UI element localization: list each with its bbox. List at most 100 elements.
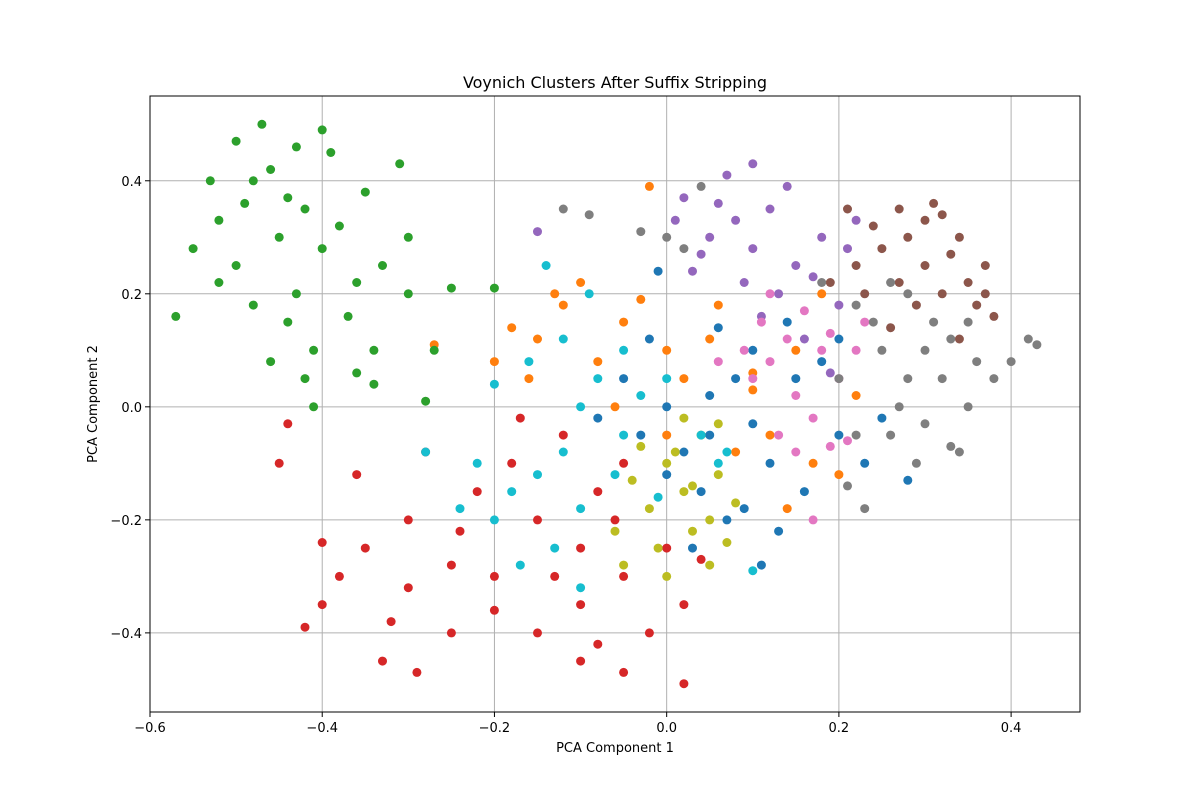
scatter-point-series-8	[679, 487, 689, 497]
scatter-point-series-4	[748, 244, 758, 254]
scatter-point-series-0	[748, 345, 758, 355]
scatter-point-series-5	[877, 244, 887, 254]
scatter-point-series-5	[911, 300, 921, 310]
scatter-point-series-5	[963, 278, 973, 287]
scatter-point-series-8	[670, 447, 680, 457]
chart-title: Voynich Clusters After Suffix Stripping	[463, 73, 767, 92]
scatter-point-series-0	[834, 430, 844, 440]
scatter-point-series-9	[696, 430, 706, 440]
scatter-point-series-0	[593, 413, 603, 423]
scatter-point-series-4	[774, 289, 784, 299]
scatter-point-series-4	[843, 244, 852, 254]
y-tick-label: −0.4	[110, 627, 142, 642]
scatter-point-series-2	[248, 300, 258, 310]
scatter-point-series-9	[662, 374, 672, 384]
scatter-point-series-6	[791, 447, 801, 457]
scatter-point-series-4	[696, 249, 706, 259]
scatter-point-series-5	[954, 334, 964, 344]
scatter-point-series-9	[584, 289, 594, 299]
scatter-point-series-5	[903, 232, 913, 242]
scatter-point-series-6	[756, 317, 766, 327]
scatter-point-series-4	[834, 300, 844, 310]
scatter-point-series-2	[317, 244, 327, 254]
scatter-point-series-3	[619, 667, 629, 677]
scatter-point-series-3	[619, 458, 629, 468]
scatter-point-series-7	[851, 300, 861, 310]
scatter-point-series-6	[851, 345, 861, 355]
scatter-point-series-2	[317, 125, 327, 135]
scatter-point-series-3	[593, 487, 603, 497]
scatter-point-series-1	[782, 504, 792, 514]
scatter-point-series-3	[558, 430, 568, 440]
scatter-point-series-8	[688, 526, 697, 536]
scatter-point-series-5	[954, 232, 964, 242]
scatter-point-series-5	[860, 289, 870, 299]
scatter-point-series-9	[653, 492, 663, 502]
scatter-point-series-3	[378, 656, 387, 666]
scatter-point-series-5	[886, 323, 896, 333]
scatter-point-series-0	[636, 430, 646, 440]
scatter-point-series-7	[946, 441, 956, 451]
scatter-point-series-0	[748, 419, 758, 429]
y-tick-label: 0.4	[121, 175, 142, 190]
x-tick-label: 0.0	[656, 721, 677, 736]
scatter-point-series-9	[722, 447, 732, 457]
scatter-point-series-0	[688, 543, 697, 553]
x-tick-label: −0.6	[134, 721, 166, 736]
scatter-point-series-2	[300, 374, 310, 384]
x-tick-label: −0.4	[306, 721, 338, 736]
scatter-point-series-7	[972, 357, 982, 367]
scatter-point-series-2	[334, 221, 344, 231]
scatter-point-series-9	[619, 345, 629, 355]
scatter-point-series-3	[576, 656, 586, 666]
scatter-point-series-8	[705, 560, 715, 570]
scatter-point-series-8	[688, 481, 697, 491]
scatter-point-series-9	[489, 515, 499, 525]
y-axis-label: PCA Component 2	[86, 345, 101, 463]
scatter-point-series-2	[171, 311, 181, 321]
scatter-point-series-9	[593, 374, 603, 384]
scatter-point-series-6	[825, 441, 835, 451]
scatter-point-series-3	[533, 515, 542, 525]
scatter-point-series-3	[283, 419, 293, 429]
scatter-point-series-6	[817, 345, 827, 355]
scatter-point-series-1	[662, 430, 672, 440]
scatter-point-series-7	[636, 227, 646, 237]
scatter-point-series-2	[378, 261, 387, 270]
scatter-point-series-9	[576, 402, 586, 412]
scatter-point-series-3	[696, 554, 706, 564]
scatter-point-series-1	[765, 430, 775, 440]
scatter-point-series-4	[688, 266, 697, 276]
scatter-point-series-0	[756, 560, 766, 570]
scatter-point-series-2	[446, 283, 456, 293]
scatter-point-series-3	[593, 639, 603, 649]
scatter-point-series-3	[507, 458, 517, 468]
scatter-point-series-7	[920, 419, 930, 429]
scatter-point-series-2	[309, 345, 319, 355]
scatter-point-series-5	[920, 261, 930, 270]
scatter-point-series-3	[334, 571, 344, 581]
scatter-point-series-9	[524, 357, 534, 367]
scatter-point-series-1	[558, 300, 568, 310]
scatter-point-series-5	[946, 249, 956, 259]
scatter-point-series-5	[868, 221, 878, 231]
scatter-point-series-8	[705, 515, 715, 525]
scatter-point-series-5	[825, 278, 835, 287]
scatter-point-series-7	[989, 374, 999, 384]
scatter-point-series-5	[843, 204, 852, 214]
scatter-point-series-2	[403, 289, 413, 299]
scatter-point-series-8	[662, 458, 672, 468]
scatter-point-series-7	[877, 345, 887, 355]
scatter-point-series-3	[403, 583, 413, 593]
scatter-point-series-4	[765, 204, 775, 214]
y-tick-label: 0.0	[121, 401, 142, 416]
scatter-point-series-8	[610, 526, 620, 536]
scatter-point-series-4	[748, 159, 758, 169]
scatter-point-series-9	[515, 560, 525, 570]
scatter-point-series-8	[713, 470, 723, 480]
scatter-point-series-4	[705, 232, 715, 242]
scatter-point-series-4	[679, 193, 689, 203]
scatter-point-series-3	[360, 543, 370, 553]
scatter-point-series-4	[713, 198, 723, 208]
scatter-point-series-2	[283, 317, 293, 327]
